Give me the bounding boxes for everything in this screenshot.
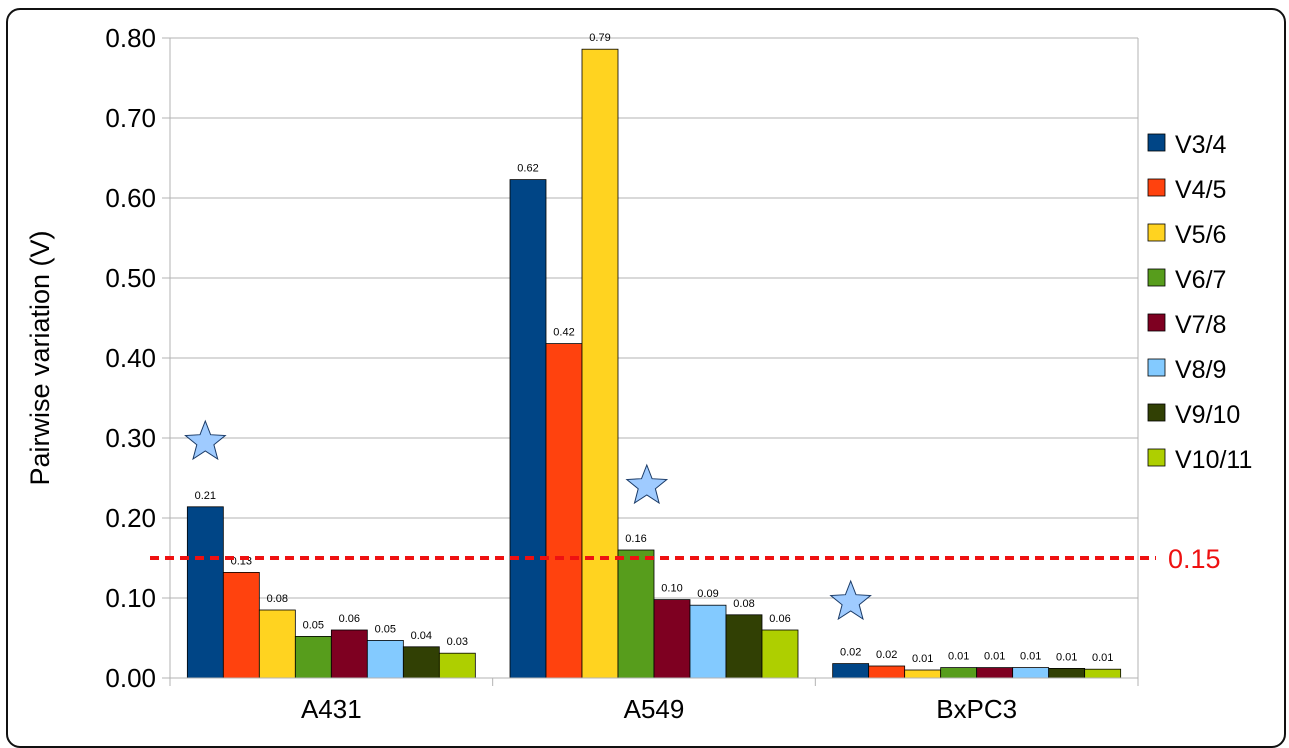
x-axis: A431 A549 BxPC3 — [169, 677, 1139, 724]
data-label: 0.10 — [661, 583, 682, 595]
data-label: 0.03 — [447, 636, 468, 648]
x-category-label: A549 — [624, 694, 685, 724]
legend-label: V8/9 — [1175, 356, 1226, 384]
data-label: 0.79 — [589, 32, 610, 44]
star-markers — [184, 419, 872, 621]
legend-swatch — [1147, 178, 1166, 197]
data-label: 0.01 — [912, 653, 933, 665]
bar-chart: 0.00 0.10 0.20 0.30 0.40 0.50 0.60 0.70 0.80 0.2… — [25, 23, 1252, 724]
legend-swatch — [1147, 358, 1166, 377]
y-tick-label: 0.00 — [105, 663, 156, 693]
bar — [438, 652, 476, 679]
data-label: 0.05 — [303, 619, 324, 631]
legend-swatch — [1147, 313, 1166, 332]
legend-label: V5/6 — [1175, 221, 1226, 249]
legend-swatch — [1147, 403, 1166, 422]
legend-label: V4/5 — [1175, 176, 1226, 204]
legend: V3/4 V4/5 V5/6 V6/7 V7/8 V8/9 V9/10 V10/11 — [1147, 131, 1252, 474]
data-label: 0.02 — [840, 647, 861, 659]
bar — [402, 646, 440, 679]
y-tick-label: 0.80 — [105, 23, 156, 53]
bar — [940, 667, 978, 679]
data-label: 0.16 — [625, 533, 646, 545]
bar — [581, 48, 619, 679]
legend-swatch — [1147, 268, 1166, 287]
bar — [832, 663, 870, 679]
data-label: 0.42 — [553, 327, 574, 339]
bar — [222, 572, 260, 679]
y-tick-label: 0.60 — [105, 183, 156, 213]
star-marker — [829, 579, 872, 621]
data-label: 0.01 — [948, 651, 969, 663]
data-label: 0.21 — [195, 490, 216, 502]
bar — [509, 179, 547, 679]
bar — [868, 665, 906, 679]
bar — [761, 629, 799, 679]
bar — [617, 549, 655, 679]
y-tick-label: 0.70 — [105, 103, 156, 133]
bar — [725, 614, 763, 679]
bar — [366, 640, 404, 679]
bar — [258, 609, 296, 679]
y-tick-label: 0.20 — [105, 503, 156, 533]
data-labels: 0.210.130.080.050.060.050.040.030.620.42… — [195, 32, 1114, 665]
data-label: 0.02 — [876, 649, 897, 661]
y-tick-label: 0.50 — [105, 263, 156, 293]
data-label: 0.01 — [984, 651, 1005, 663]
x-category-label: A431 — [301, 694, 362, 724]
data-label: 0.01 — [1020, 651, 1041, 663]
star-marker — [184, 419, 227, 461]
bar — [186, 506, 224, 679]
threshold-label: 0.15 — [1168, 544, 1221, 574]
y-axis-label: Pairwise variation (V) — [25, 230, 55, 485]
threshold-line: 0.15 — [150, 544, 1221, 574]
bar — [976, 667, 1014, 679]
x-category-label: BxPC3 — [936, 694, 1017, 724]
data-label: 0.06 — [769, 613, 790, 625]
bar — [330, 629, 368, 679]
legend-swatch — [1147, 223, 1166, 242]
bar — [1012, 667, 1050, 679]
bar — [1048, 668, 1086, 679]
data-label: 0.08 — [267, 593, 288, 605]
data-label: 0.04 — [411, 630, 432, 642]
legend-label: V9/10 — [1175, 401, 1240, 429]
data-label: 0.08 — [733, 598, 754, 610]
bar — [294, 636, 332, 679]
y-tick-label: 0.10 — [105, 583, 156, 613]
legend-label: V7/8 — [1175, 311, 1226, 339]
legend-label: V10/11 — [1175, 446, 1252, 474]
bar — [653, 599, 691, 679]
y-tick-label: 0.30 — [105, 423, 156, 453]
bar — [689, 604, 727, 679]
bar-series — [186, 48, 1122, 679]
bar — [545, 343, 583, 679]
data-label: 0.05 — [375, 623, 396, 635]
legend-swatch — [1147, 133, 1166, 152]
y-tick-label: 0.40 — [105, 343, 156, 373]
data-label: 0.06 — [339, 613, 360, 625]
data-label: 0.01 — [1056, 651, 1077, 663]
legend-label: V6/7 — [1175, 266, 1226, 294]
legend-label: V3/4 — [1175, 131, 1227, 159]
data-label: 0.01 — [1092, 652, 1113, 664]
star-marker — [625, 463, 669, 505]
data-label: 0.09 — [697, 588, 718, 600]
bar — [1084, 668, 1122, 679]
bar — [904, 669, 942, 679]
y-axis: 0.00 0.10 0.20 0.30 0.40 0.50 0.60 0.70 0.80 — [105, 23, 171, 693]
legend-swatch — [1147, 448, 1166, 467]
data-label: 0.62 — [517, 163, 538, 175]
